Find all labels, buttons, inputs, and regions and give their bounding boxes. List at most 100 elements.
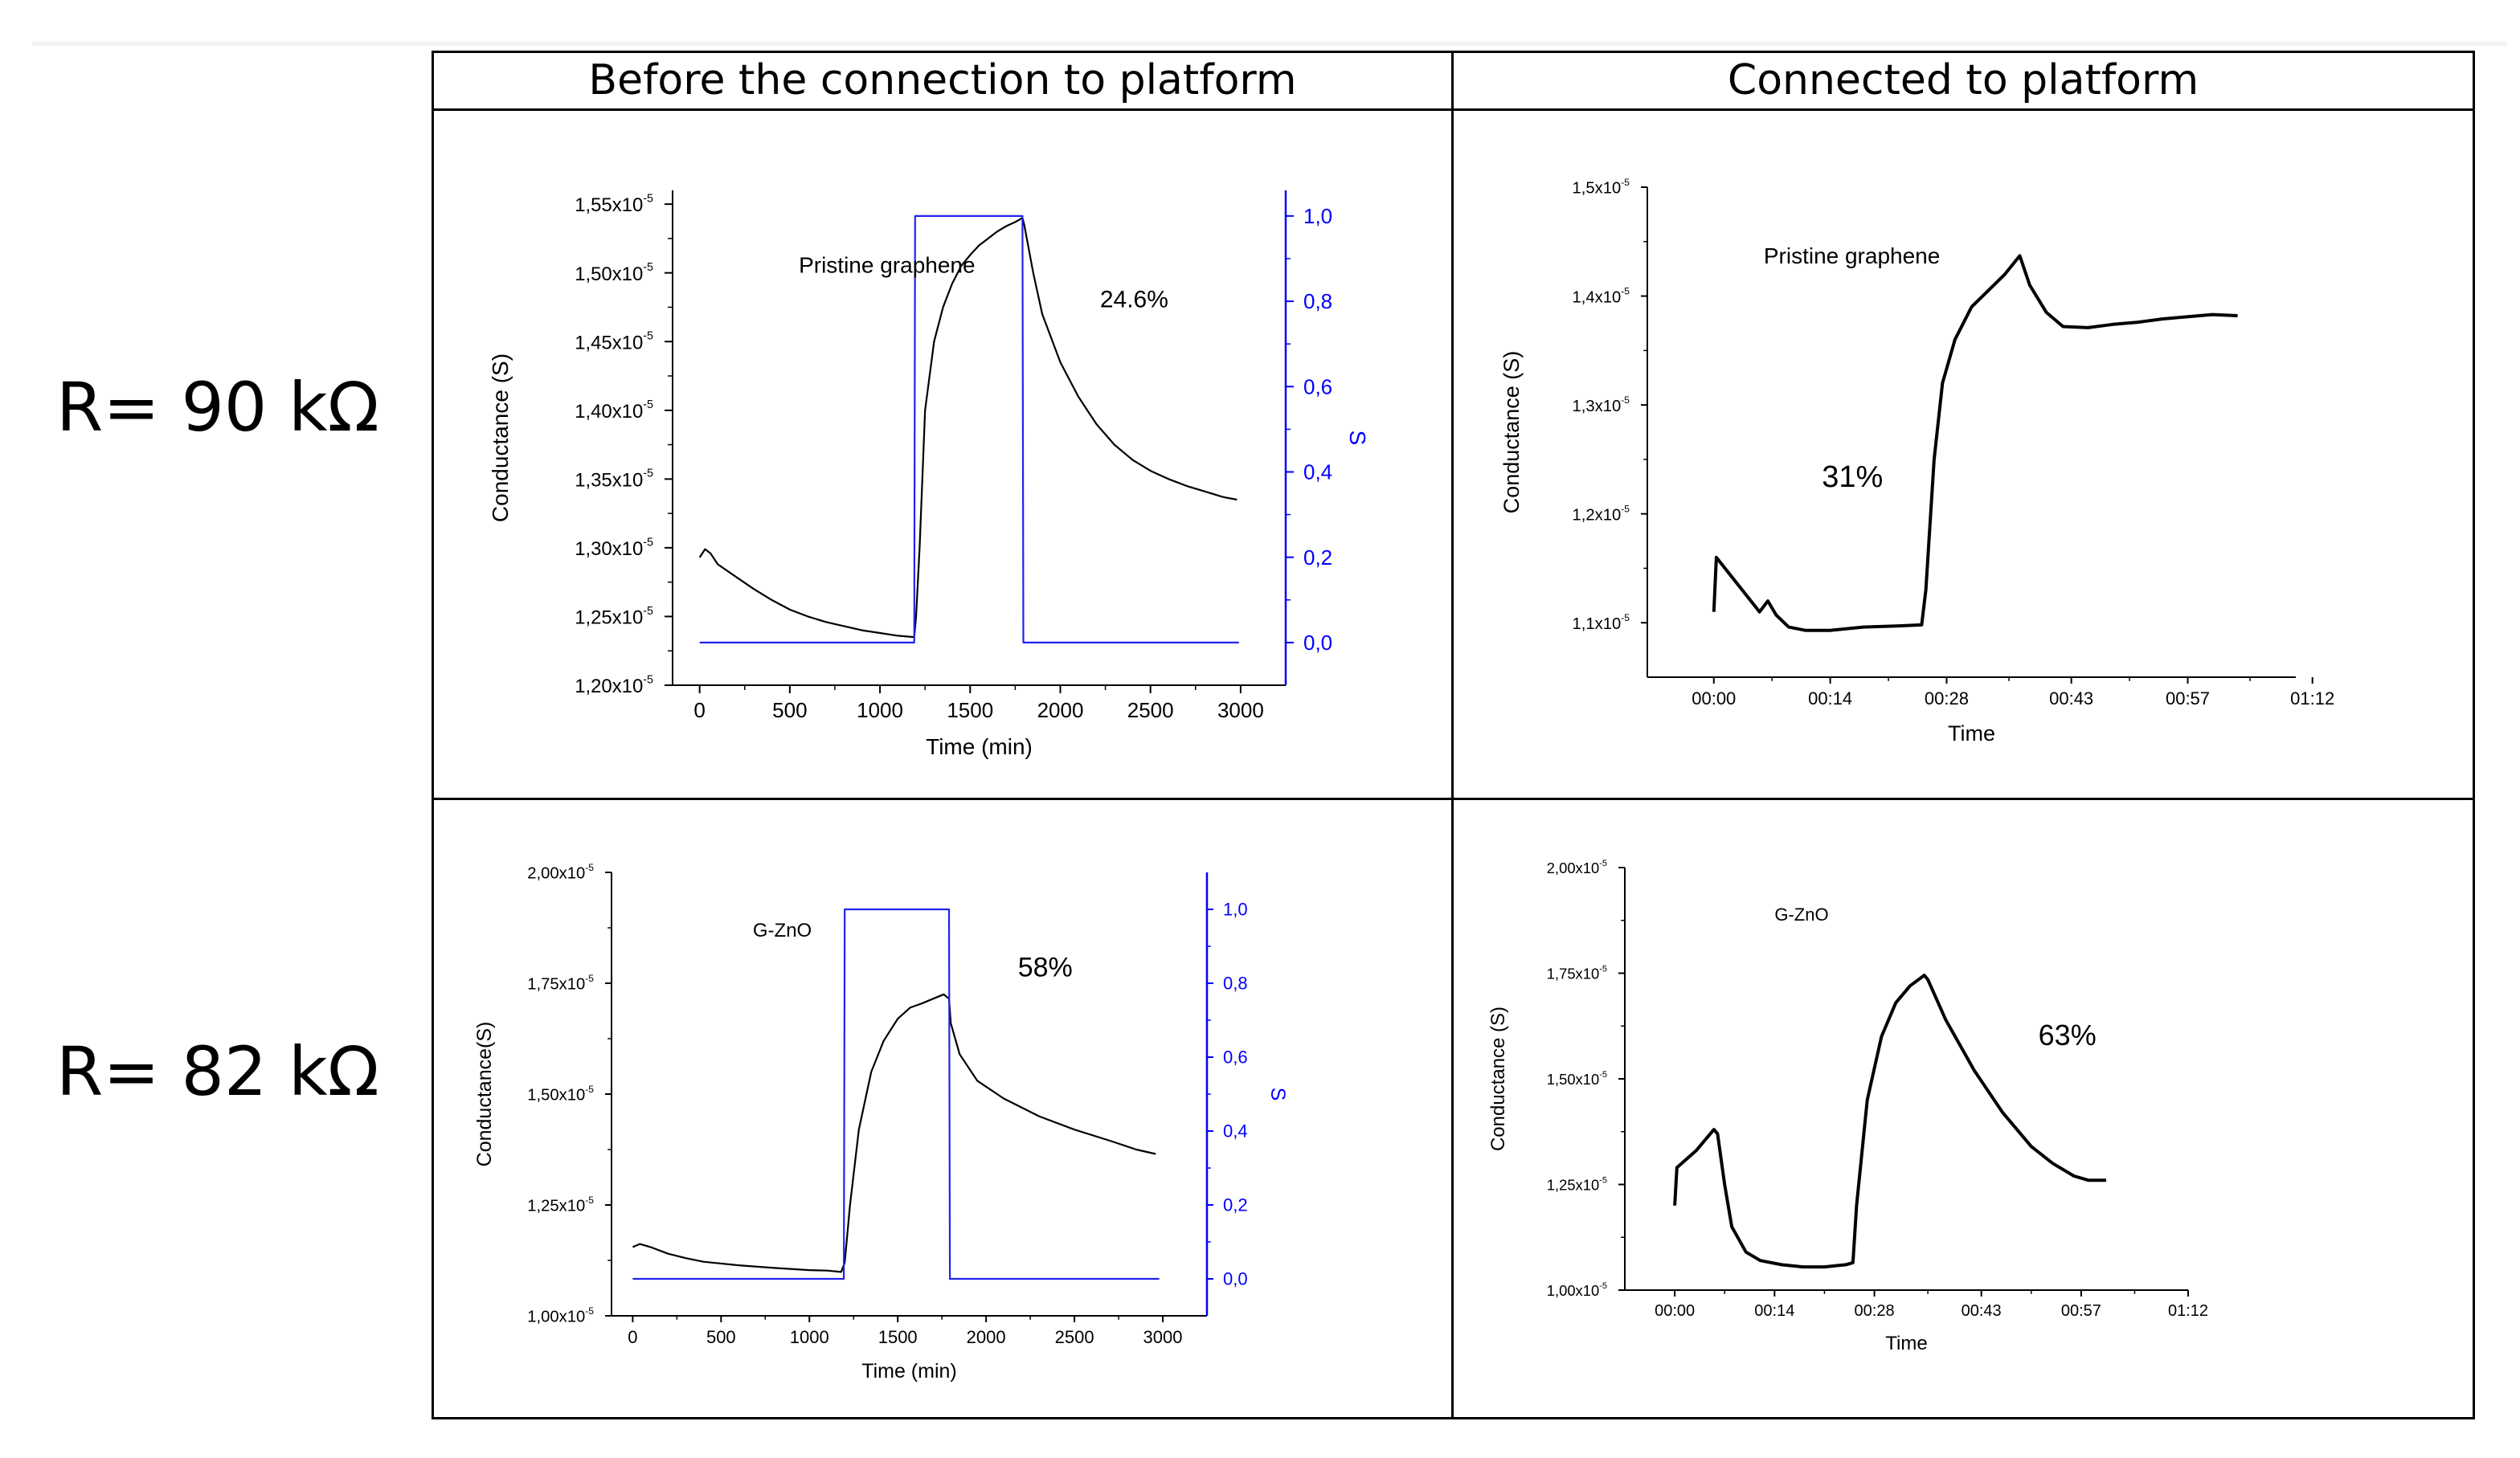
y2-tick-label: 1,0 bbox=[1223, 900, 1248, 920]
x-axis-label: Time (min) bbox=[926, 734, 1033, 759]
x-tick-label: 01:12 bbox=[2168, 1302, 2208, 1320]
x-tick-label: 00:57 bbox=[2166, 688, 2210, 709]
y-tick-exponent: -5 bbox=[585, 973, 594, 984]
x-axis-label: Time (min) bbox=[861, 1360, 957, 1382]
x-tick-label: 0 bbox=[628, 1327, 637, 1347]
table-border-left bbox=[432, 51, 434, 1419]
y-tick-exponent: -5 bbox=[643, 261, 653, 274]
table-border-right bbox=[2473, 51, 2475, 1419]
col-header-before: Before the connection to platform bbox=[588, 56, 1297, 104]
y-tick-exponent: -5 bbox=[585, 1084, 594, 1095]
annotation-response: 58% bbox=[1018, 953, 1073, 983]
y-tick-exponent: -5 bbox=[643, 605, 653, 618]
y-tick-exponent: -5 bbox=[1621, 503, 1630, 514]
y2-tick-label: 0,4 bbox=[1223, 1121, 1248, 1141]
y-tick-exponent: -5 bbox=[643, 673, 653, 686]
y2-tick-label: 0,6 bbox=[1303, 374, 1332, 398]
y-tick-label: 1,3x10-5 bbox=[1572, 394, 1630, 415]
row-label-90k: R= 90 kΩ bbox=[56, 368, 379, 447]
y-axis-label: Conductance (S) bbox=[488, 353, 513, 522]
y-tick-exponent: -5 bbox=[1599, 1176, 1607, 1186]
annotation-response: 31% bbox=[1822, 460, 1883, 494]
y2-tick-label: 0,6 bbox=[1223, 1048, 1248, 1068]
x-tick-label: 00:43 bbox=[2049, 688, 2093, 709]
table-col-divider bbox=[1451, 51, 1454, 1419]
x-tick-label: 2500 bbox=[1127, 698, 1174, 722]
y-tick-label: 1,25x10-5 bbox=[527, 1195, 594, 1215]
y-tick-exponent: -5 bbox=[643, 536, 653, 549]
series-s-line bbox=[699, 214, 1239, 644]
x-tick-label: 00:14 bbox=[1754, 1302, 1794, 1320]
x-tick-label: 00:57 bbox=[2061, 1302, 2101, 1320]
y-tick-exponent: -5 bbox=[643, 468, 653, 480]
y2-tick-label: 0,2 bbox=[1223, 1195, 1248, 1215]
x-tick-label: 1500 bbox=[947, 698, 993, 722]
y2-axis-label: S bbox=[1266, 1088, 1289, 1101]
x-tick-label: 3000 bbox=[1143, 1327, 1183, 1347]
y-tick-label: 1,00x10-5 bbox=[527, 1305, 594, 1326]
y-tick-exponent: -5 bbox=[1599, 1070, 1607, 1080]
y2-tick-label: 0,0 bbox=[1303, 631, 1332, 655]
annotation-sample-name: G-ZnO bbox=[753, 920, 812, 941]
y-tick-label: 1,35x10-5 bbox=[575, 468, 653, 492]
y-tick-label: 1,00x10-5 bbox=[1547, 1281, 1607, 1299]
y-tick-label: 1,75x10-5 bbox=[1547, 965, 1607, 982]
x-tick-label: 1500 bbox=[878, 1327, 918, 1347]
x-tick-label: 00:28 bbox=[1925, 688, 1969, 709]
y-tick-label: 1,55x10-5 bbox=[575, 193, 653, 217]
x-tick-label: 01:12 bbox=[2290, 688, 2334, 709]
x-tick-label: 2500 bbox=[1055, 1327, 1094, 1347]
col-header-connected: Connected to platform bbox=[1727, 56, 2199, 104]
row-label-82k: R= 82 kΩ bbox=[56, 1032, 379, 1111]
x-tick-label: 1000 bbox=[790, 1327, 829, 1347]
y-tick-exponent: -5 bbox=[1621, 612, 1630, 623]
top-divider bbox=[32, 42, 2507, 46]
x-tick-label: 00:43 bbox=[1962, 1302, 2002, 1320]
y-tick-exponent: -5 bbox=[1621, 285, 1630, 296]
y-tick-exponent: -5 bbox=[643, 193, 653, 206]
series-conductance-line bbox=[1712, 254, 2238, 632]
y-tick-label: 1,50x10-5 bbox=[1547, 1070, 1607, 1088]
y-tick-label: 2,00x10-5 bbox=[527, 862, 594, 883]
series-conductance-line bbox=[698, 217, 1238, 639]
y-tick-exponent: -5 bbox=[1621, 177, 1630, 188]
y-axis-label: Conductance (S) bbox=[1499, 351, 1524, 514]
results-table: Before the connection to platform Connec… bbox=[432, 51, 2475, 1419]
y2-tick-label: 0,8 bbox=[1303, 289, 1332, 313]
x-tick-label: 500 bbox=[706, 1327, 736, 1347]
annotation-sample-name: Pristine graphene bbox=[1764, 243, 1940, 268]
x-tick-label: 00:28 bbox=[1855, 1302, 1895, 1320]
series-conductance-line bbox=[632, 993, 1156, 1273]
annotation-response: 63% bbox=[2039, 1019, 2097, 1052]
y-tick-label: 1,20x10-5 bbox=[575, 673, 653, 697]
y2-tick-label: 0,4 bbox=[1303, 460, 1332, 484]
x-tick-label: 2000 bbox=[1037, 698, 1084, 722]
y-tick-label: 1,25x10-5 bbox=[1547, 1176, 1607, 1194]
y-tick-label: 1,30x10-5 bbox=[575, 536, 653, 560]
y2-tick-label: 0,0 bbox=[1223, 1269, 1248, 1289]
y-tick-exponent: -5 bbox=[585, 1305, 594, 1317]
y-tick-label: 1,4x10-5 bbox=[1572, 285, 1630, 306]
y-tick-exponent: -5 bbox=[1621, 394, 1630, 406]
x-tick-label: 0 bbox=[693, 698, 705, 722]
y-tick-exponent: -5 bbox=[1599, 965, 1607, 974]
y-tick-label: 1,5x10-5 bbox=[1572, 177, 1630, 198]
y-axis-label: Conductance(S) bbox=[473, 1022, 496, 1167]
x-tick-label: 1000 bbox=[857, 698, 903, 722]
x-axis-label: Time bbox=[1948, 721, 1995, 745]
y-tick-label: 1,25x10-5 bbox=[575, 605, 653, 629]
y-tick-exponent: -5 bbox=[585, 862, 594, 873]
y-tick-label: 1,50x10-5 bbox=[527, 1084, 594, 1105]
x-tick-label: 00:00 bbox=[1692, 688, 1736, 709]
y2-tick-label: 0,8 bbox=[1223, 974, 1248, 994]
y-tick-exponent: -5 bbox=[1599, 1281, 1607, 1291]
series-conductance-line bbox=[1673, 974, 2106, 1269]
y-tick-exponent: -5 bbox=[643, 330, 653, 343]
annotation-sample-name: G-ZnO bbox=[1774, 905, 1828, 925]
y-tick-label: 1,75x10-5 bbox=[527, 973, 594, 994]
y-tick-exponent: -5 bbox=[585, 1195, 594, 1206]
x-tick-label: 500 bbox=[772, 698, 807, 722]
